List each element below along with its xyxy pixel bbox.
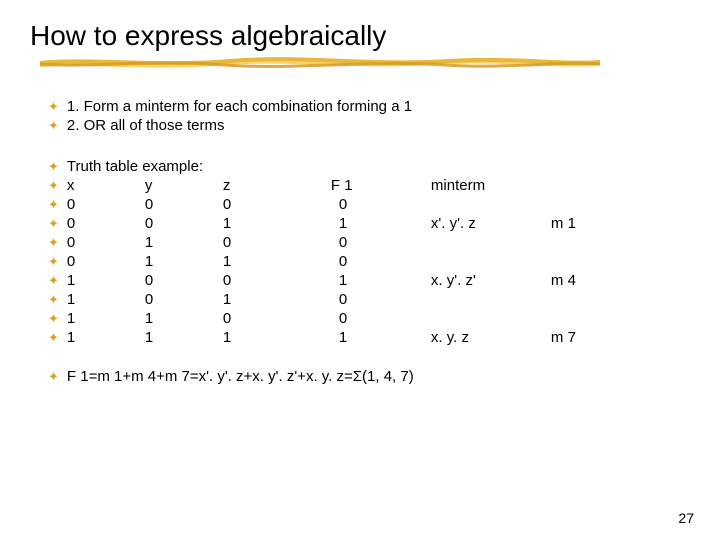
bullet-icon: ✦ — [48, 273, 59, 289]
col-header-z: z — [223, 177, 331, 194]
cell-f1: 0 — [331, 291, 431, 308]
cell-z: 0 — [223, 234, 331, 251]
cell-f1: 0 — [331, 253, 431, 270]
conclusion-line: ✦ F 1=m 1+m 4+m 7=x'. y'. z+x. y'. z'+x.… — [48, 368, 690, 385]
cell-z: 1 — [223, 291, 331, 308]
cell-z: 1 — [223, 215, 331, 232]
table-row: ✦ 0 1 0 0 — [48, 234, 690, 251]
cell-m: m 7 — [551, 329, 611, 346]
bullet-icon: ✦ — [48, 178, 59, 194]
bullet-icon: ✦ — [48, 118, 59, 134]
cell-x: 0 — [67, 253, 145, 270]
cell-f1: 0 — [331, 234, 431, 251]
cell-minterm: x'. y'. z — [431, 215, 551, 232]
step-2: ✦ 2. OR all of those terms — [48, 117, 690, 134]
table-row: ✦ 0 0 1 1 x'. y'. z m 1 — [48, 215, 690, 232]
bullet-icon: ✦ — [48, 159, 59, 175]
cell-x: 0 — [67, 234, 145, 251]
table-row: ✦ 0 0 0 0 — [48, 196, 690, 213]
cell-f1: 0 — [331, 310, 431, 327]
cell-f1: 1 — [331, 215, 431, 232]
step-1: ✦ 1. Form a minterm for each combination… — [48, 98, 690, 115]
cell-x: 0 — [67, 196, 145, 213]
cell-z: 0 — [223, 310, 331, 327]
cell-y: 0 — [145, 196, 223, 213]
table-row: ✦ 1 0 0 1 x. y'. z' m 4 — [48, 272, 690, 289]
table-row: ✦ 1 1 1 1 x. y. z m 7 — [48, 329, 690, 346]
bullet-icon: ✦ — [48, 311, 59, 327]
cell-f1: 1 — [331, 329, 431, 346]
table-row: ✦ 1 1 0 0 — [48, 310, 690, 327]
table-caption-row: ✦ Truth table example: — [48, 158, 690, 175]
step-text: 1. Form a minterm for each combination f… — [67, 98, 412, 115]
bullet-icon: ✦ — [48, 197, 59, 213]
bullet-icon: ✦ — [48, 99, 59, 115]
col-header-minterm: minterm — [431, 177, 551, 194]
table-row: ✦ 0 1 1 0 — [48, 253, 690, 270]
cell-y: 1 — [145, 310, 223, 327]
page-number: 27 — [678, 510, 694, 526]
step-text: 2. OR all of those terms — [67, 117, 225, 134]
bullet-icon: ✦ — [48, 330, 59, 346]
cell-m: m 4 — [551, 272, 611, 289]
truth-table-label: Truth table example: — [67, 158, 203, 175]
cell-x: 1 — [67, 272, 145, 289]
table-header-row: ✦ x y z F 1 minterm — [48, 177, 690, 194]
slide-title: How to express algebraically — [30, 20, 690, 52]
cell-minterm: x. y. z — [431, 329, 551, 346]
cell-y: 0 — [145, 272, 223, 289]
cell-f1: 1 — [331, 272, 431, 289]
table-row: ✦ 1 0 1 0 — [48, 291, 690, 308]
bullet-icon: ✦ — [48, 292, 59, 308]
cell-y: 1 — [145, 329, 223, 346]
cell-z: 0 — [223, 272, 331, 289]
cell-y: 0 — [145, 215, 223, 232]
bullet-icon: ✦ — [48, 216, 59, 232]
conclusion-text: F 1=m 1+m 4+m 7=x'. y'. z+x. y'. z'+x. y… — [67, 368, 414, 385]
col-header-f1: F 1 — [331, 177, 431, 194]
cell-f1: 0 — [331, 196, 431, 213]
bullet-icon: ✦ — [48, 235, 59, 251]
col-header-x: x — [67, 177, 145, 194]
bullet-icon: ✦ — [48, 369, 59, 385]
cell-z: 1 — [223, 329, 331, 346]
cell-minterm: x. y'. z' — [431, 272, 551, 289]
cell-z: 0 — [223, 196, 331, 213]
cell-y: 1 — [145, 234, 223, 251]
cell-y: 0 — [145, 291, 223, 308]
cell-x: 1 — [67, 310, 145, 327]
truth-table: ✦ Truth table example: ✦ x y z F 1 minte… — [48, 158, 690, 346]
cell-y: 1 — [145, 253, 223, 270]
col-header-y: y — [145, 177, 223, 194]
cell-x: 1 — [67, 291, 145, 308]
cell-x: 1 — [67, 329, 145, 346]
cell-m: m 1 — [551, 215, 611, 232]
cell-z: 1 — [223, 253, 331, 270]
cell-x: 0 — [67, 215, 145, 232]
bullet-icon: ✦ — [48, 254, 59, 270]
title-underline — [40, 56, 690, 70]
